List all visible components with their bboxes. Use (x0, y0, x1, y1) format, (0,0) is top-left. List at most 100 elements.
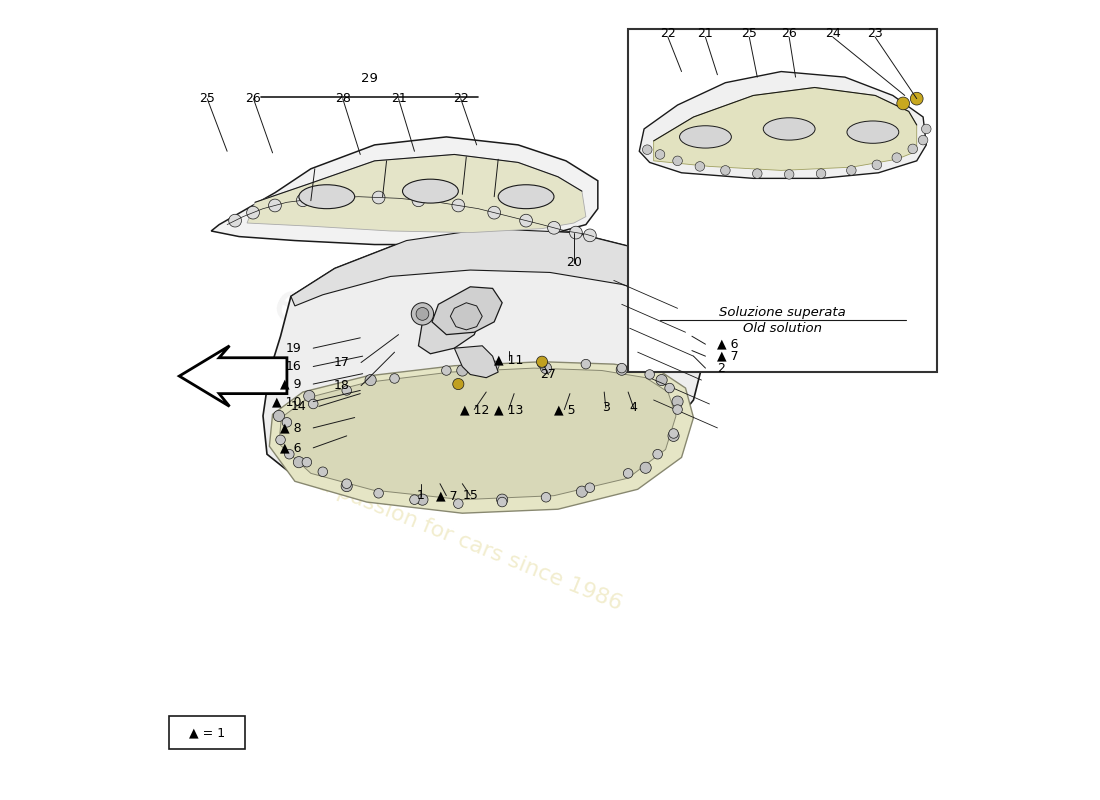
Circle shape (652, 450, 662, 459)
Ellipse shape (299, 185, 354, 209)
Circle shape (616, 364, 627, 375)
Polygon shape (450, 302, 482, 330)
Circle shape (246, 206, 260, 219)
Circle shape (642, 145, 652, 154)
Polygon shape (653, 87, 916, 170)
Circle shape (892, 153, 902, 162)
Circle shape (497, 498, 507, 507)
Circle shape (411, 302, 433, 325)
Text: 20: 20 (566, 256, 582, 270)
Circle shape (519, 214, 532, 227)
Circle shape (229, 214, 242, 227)
Circle shape (332, 191, 345, 204)
Circle shape (416, 307, 429, 320)
Circle shape (372, 191, 385, 204)
Circle shape (640, 462, 651, 474)
Text: 17: 17 (333, 356, 349, 369)
Text: ▲ 7: ▲ 7 (717, 350, 739, 362)
Circle shape (918, 135, 928, 145)
Text: 16: 16 (286, 360, 301, 373)
Circle shape (911, 92, 923, 105)
Circle shape (341, 481, 352, 492)
Circle shape (668, 430, 679, 442)
Text: 25: 25 (199, 92, 216, 105)
Text: ▲ 6: ▲ 6 (717, 338, 739, 350)
Circle shape (302, 458, 311, 467)
Circle shape (908, 144, 917, 154)
Circle shape (453, 499, 463, 509)
Circle shape (304, 390, 315, 402)
Text: ▲ 5: ▲ 5 (553, 403, 575, 416)
Bar (628, 30, 937, 372)
Circle shape (581, 359, 591, 369)
Text: 3: 3 (602, 402, 609, 414)
Bar (169, 716, 244, 749)
Text: ▲ 11: ▲ 11 (494, 354, 524, 366)
Text: ▲ 13: ▲ 13 (494, 403, 524, 416)
Polygon shape (211, 137, 597, 245)
Text: Soluzione superata: Soluzione superata (719, 306, 846, 318)
Text: ▲ 6: ▲ 6 (279, 442, 301, 454)
Circle shape (365, 374, 376, 386)
Text: a passion for cars since 1986: a passion for cars since 1986 (316, 473, 625, 614)
Text: ▲ 10: ▲ 10 (272, 395, 301, 408)
Ellipse shape (847, 121, 899, 143)
Text: 19: 19 (286, 342, 301, 354)
Circle shape (342, 386, 352, 395)
Circle shape (268, 199, 282, 212)
Text: 28: 28 (334, 92, 351, 105)
Text: 21: 21 (390, 92, 406, 105)
Circle shape (617, 363, 627, 373)
Circle shape (453, 378, 464, 390)
Circle shape (541, 493, 551, 502)
Text: 14: 14 (292, 400, 307, 413)
Text: ▲ 7: ▲ 7 (436, 489, 458, 502)
Circle shape (490, 361, 499, 370)
Text: 2: 2 (717, 362, 725, 374)
Circle shape (274, 410, 285, 422)
Text: 29: 29 (362, 72, 378, 86)
Ellipse shape (498, 185, 554, 209)
Text: ▲ 12: ▲ 12 (460, 403, 490, 416)
Circle shape (409, 495, 419, 505)
Circle shape (374, 489, 384, 498)
Text: 18: 18 (333, 379, 349, 392)
Circle shape (342, 479, 352, 489)
Circle shape (656, 374, 668, 386)
Circle shape (276, 435, 285, 445)
Text: 24: 24 (825, 26, 840, 40)
Circle shape (487, 206, 500, 219)
Circle shape (752, 169, 762, 178)
Text: 21: 21 (697, 26, 713, 40)
Polygon shape (290, 229, 693, 306)
Text: 23: 23 (868, 26, 883, 40)
Circle shape (669, 429, 679, 438)
Polygon shape (279, 368, 676, 500)
Circle shape (695, 162, 705, 171)
Text: ▲ = 1: ▲ = 1 (189, 726, 224, 739)
Circle shape (570, 226, 582, 239)
Circle shape (308, 399, 318, 409)
Text: Old solution: Old solution (744, 322, 823, 334)
Circle shape (297, 194, 309, 206)
Circle shape (872, 160, 881, 170)
Circle shape (585, 483, 595, 493)
Circle shape (583, 229, 596, 242)
Circle shape (656, 150, 664, 159)
Circle shape (537, 356, 548, 367)
Circle shape (456, 365, 468, 376)
Text: 4: 4 (630, 402, 638, 414)
Circle shape (412, 194, 425, 206)
Ellipse shape (763, 118, 815, 140)
Circle shape (664, 383, 674, 393)
Text: ▲ 8: ▲ 8 (279, 422, 301, 434)
Ellipse shape (403, 179, 459, 203)
Text: 1: 1 (417, 489, 425, 502)
Circle shape (452, 199, 464, 212)
Circle shape (537, 358, 547, 368)
Ellipse shape (680, 126, 732, 148)
Text: 25: 25 (741, 26, 757, 40)
Circle shape (896, 97, 910, 110)
Polygon shape (639, 71, 926, 178)
Text: 26: 26 (781, 26, 798, 40)
